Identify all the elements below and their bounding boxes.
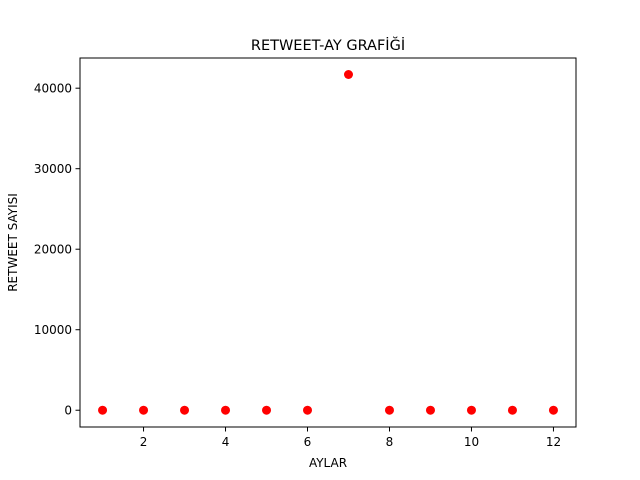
x-tick-label: 8 [386, 435, 394, 449]
y-tick-label: 10000 [34, 323, 72, 337]
y-tick-label: 20000 [34, 243, 72, 257]
x-tick-label: 10 [464, 435, 479, 449]
data-point [343, 70, 353, 80]
data-point [466, 405, 476, 415]
plot-frame [79, 57, 577, 428]
x-tick-label: 4 [222, 435, 230, 449]
data-point [548, 405, 558, 415]
chart-title: RETWEET-AY GRAFİĞİ [251, 36, 405, 54]
x-tick-label: 2 [140, 435, 148, 449]
x-tick-label: 6 [304, 435, 312, 449]
data-point [303, 405, 313, 415]
plot-area: 2 4 6 8 10 12 0 10000 20000 30000 40000 [34, 70, 561, 449]
data-point [221, 405, 231, 415]
data-point [507, 405, 517, 415]
data-point [425, 405, 435, 415]
y-tick-label: 40000 [34, 82, 72, 96]
x-axis-label: AYLAR [309, 456, 347, 470]
data-point [180, 405, 190, 415]
data-point [384, 405, 394, 415]
y-axis-label: RETWEET SAYISI [6, 193, 20, 292]
x-tick-label: 12 [546, 435, 561, 449]
data-point [139, 405, 149, 415]
y-tick-label: 0 [64, 404, 72, 418]
data-point [98, 405, 108, 415]
data-point [262, 405, 272, 415]
y-tick-label: 30000 [34, 162, 72, 176]
